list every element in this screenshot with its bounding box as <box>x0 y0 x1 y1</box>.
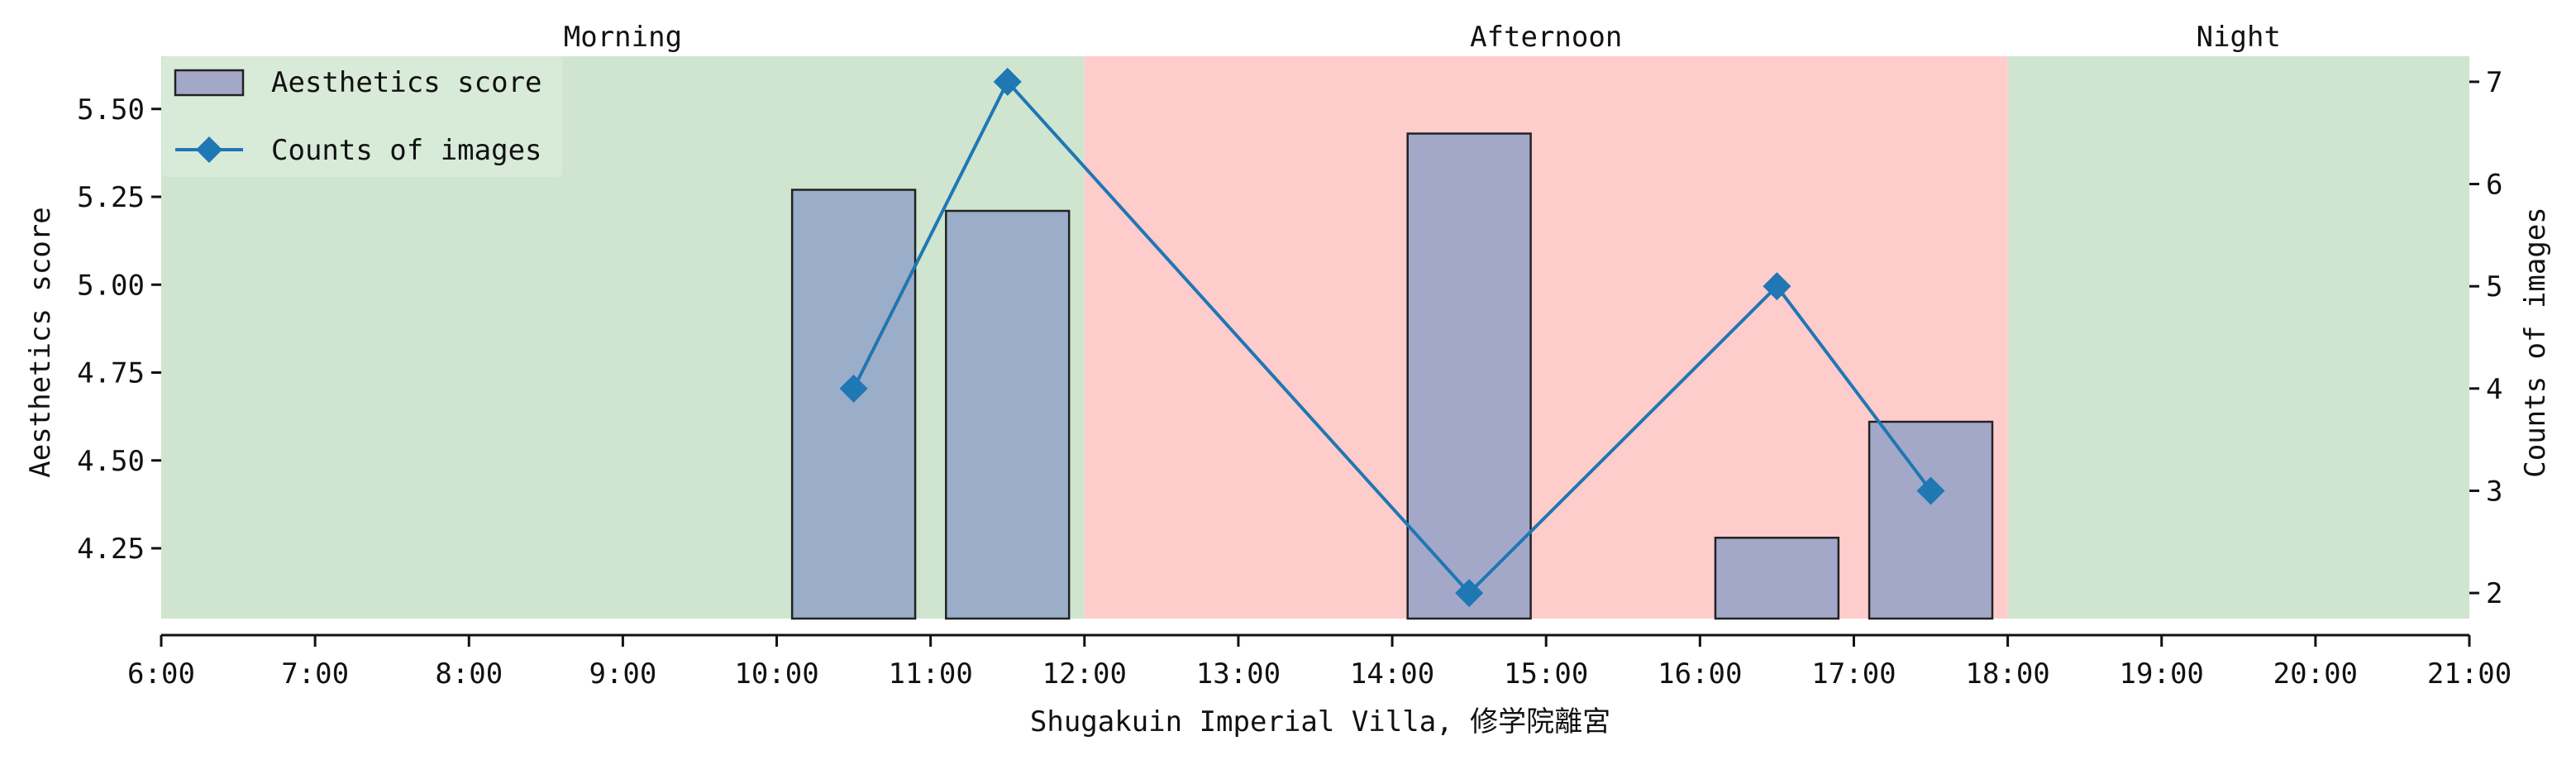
x-tick-label: 7:00 <box>281 657 349 691</box>
x-tick-label: 8:00 <box>435 657 503 691</box>
point-counts-of-images-1 <box>993 67 1022 96</box>
line-series <box>839 67 1945 608</box>
point-counts-of-images-4 <box>1916 476 1945 505</box>
x-tick-label: 17:00 <box>1811 657 1896 691</box>
legend-background <box>162 56 562 177</box>
y-right-tick-label: 3 <box>2486 475 2502 508</box>
legend-diamond-marker-icon <box>196 136 222 163</box>
x-tick-label: 11:00 <box>888 657 972 691</box>
point-counts-of-images-3 <box>1763 272 1791 301</box>
y-axis-right-title: Counts of images <box>2519 207 2552 478</box>
bar-aesthetics-score-2 <box>1406 132 1532 620</box>
legend-bar-swatch <box>174 69 245 97</box>
x-axis-title: Shugakuin Imperial Villa, 修学院離宮 <box>1030 705 1610 738</box>
y-right-tick-label: 2 <box>2486 577 2502 610</box>
y-left-tick-label: 4.75 <box>77 357 145 390</box>
x-tick-label: 9:00 <box>589 657 656 691</box>
y-right-tick-label: 6 <box>2486 169 2502 202</box>
bar-aesthetics-score-0 <box>790 189 917 620</box>
period-band-morning <box>161 56 1085 619</box>
axes: 6:00 7:00 8:00 9:00 10:00 11:00 12:00 13:00 14:0… <box>77 66 2512 691</box>
legend: Aesthetics score Counts of images <box>162 56 562 177</box>
y-left-tick-label: 5.00 <box>77 269 145 302</box>
bar-series <box>790 132 1994 620</box>
bar-aesthetics-score-4 <box>1868 420 1994 620</box>
legend-label-aesthetics-score: Aesthetics score <box>271 66 542 99</box>
y-left-tick-label: 5.25 <box>77 181 145 214</box>
y-right-tick-label: 7 <box>2486 66 2502 99</box>
legend-label-counts-of-images: Counts of images <box>271 134 542 167</box>
bar-aesthetics-score-3 <box>1714 537 1840 620</box>
y-left-tick-label: 5.50 <box>77 93 145 127</box>
x-tick-label: 12:00 <box>1042 657 1127 691</box>
x-tick-label: 20:00 <box>2273 657 2358 691</box>
x-tick-label: 15:00 <box>1504 657 1588 691</box>
period-band-night <box>2007 56 2469 619</box>
period-bands <box>161 56 2469 619</box>
x-tick-label: 18:00 <box>1965 657 2049 691</box>
y-axis-left-title: Aesthetics score <box>24 207 57 478</box>
y-right-tick-label: 4 <box>2486 373 2502 406</box>
period-label-night: Night <box>2197 21 2281 54</box>
period-labels: Morning Afternoon Night <box>564 21 2281 54</box>
x-tick-label: 21:00 <box>2427 657 2512 691</box>
x-tick-label: 6:00 <box>127 657 195 691</box>
x-tick-label: 14:00 <box>1350 657 1434 691</box>
x-tick-label: 10:00 <box>734 657 818 691</box>
x-tick-label: 16:00 <box>1658 657 1742 691</box>
bar-aesthetics-score-1 <box>945 209 1071 620</box>
period-label-afternoon: Afternoon <box>1470 21 1622 54</box>
y-left-tick-label: 4.50 <box>77 445 145 478</box>
y-right-tick-label: 5 <box>2486 270 2502 304</box>
x-tick-label: 19:00 <box>2120 657 2204 691</box>
x-tick-label: 13:00 <box>1196 657 1281 691</box>
y-left-tick-label: 4.25 <box>77 533 145 566</box>
point-counts-of-images-0 <box>839 374 868 403</box>
period-label-morning: Morning <box>564 21 682 54</box>
point-counts-of-images-2 <box>1455 579 1484 608</box>
